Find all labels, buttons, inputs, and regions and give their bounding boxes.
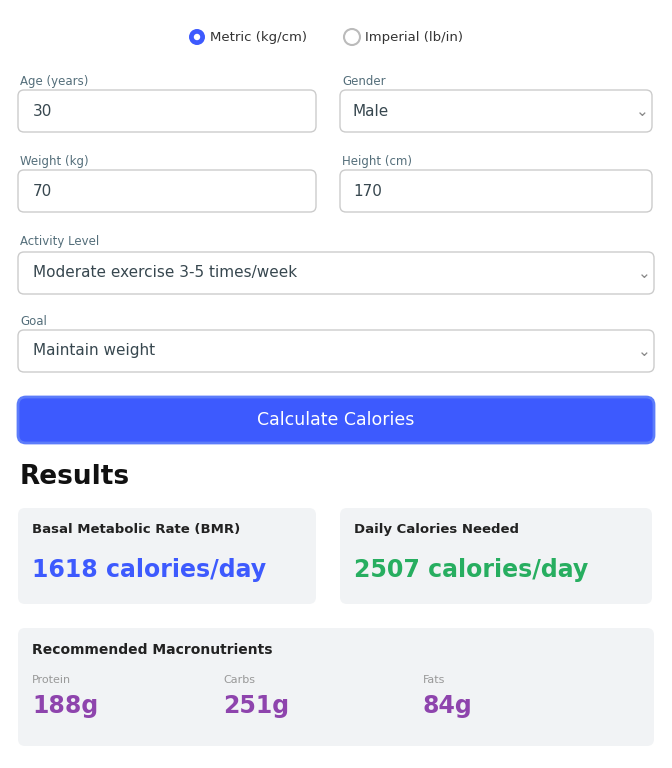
Text: Moderate exercise 3-5 times/week: Moderate exercise 3-5 times/week [33, 266, 297, 280]
FancyBboxPatch shape [340, 170, 652, 212]
FancyBboxPatch shape [340, 508, 652, 604]
Text: 70: 70 [33, 184, 52, 198]
Text: ⌄: ⌄ [638, 266, 650, 280]
Text: Male: Male [353, 104, 389, 118]
Circle shape [344, 29, 360, 45]
Text: Calculate Calories: Calculate Calories [257, 411, 415, 429]
FancyBboxPatch shape [18, 508, 316, 604]
Text: Age (years): Age (years) [20, 75, 89, 88]
Text: Results: Results [20, 464, 130, 490]
FancyBboxPatch shape [340, 90, 652, 132]
Text: Imperial (lb/in): Imperial (lb/in) [365, 31, 463, 44]
Text: ⌄: ⌄ [638, 343, 650, 359]
Text: 251g: 251g [223, 694, 289, 718]
Text: 170: 170 [353, 184, 382, 198]
FancyBboxPatch shape [18, 330, 654, 372]
FancyBboxPatch shape [18, 170, 316, 212]
FancyBboxPatch shape [18, 397, 654, 443]
Text: 1618 calories/day: 1618 calories/day [32, 558, 266, 582]
Text: 30: 30 [33, 104, 52, 118]
Text: 2507 calories/day: 2507 calories/day [354, 558, 588, 582]
Text: Activity Level: Activity Level [20, 235, 99, 248]
Text: 188g: 188g [32, 694, 98, 718]
Text: 84g: 84g [423, 694, 472, 718]
Text: Weight (kg): Weight (kg) [20, 155, 89, 168]
Text: Goal: Goal [20, 315, 47, 328]
Text: Metric (kg/cm): Metric (kg/cm) [210, 31, 307, 44]
Text: Recommended Macronutrients: Recommended Macronutrients [32, 643, 273, 657]
Text: Protein: Protein [32, 675, 71, 685]
Text: Carbs: Carbs [223, 675, 255, 685]
Circle shape [189, 29, 205, 45]
FancyBboxPatch shape [18, 252, 654, 294]
Text: Maintain weight: Maintain weight [33, 343, 155, 359]
Circle shape [194, 34, 200, 40]
Text: Daily Calories Needed: Daily Calories Needed [354, 524, 519, 537]
Text: Basal Metabolic Rate (BMR): Basal Metabolic Rate (BMR) [32, 524, 241, 537]
FancyBboxPatch shape [18, 90, 316, 132]
FancyBboxPatch shape [18, 628, 654, 746]
Text: ⌄: ⌄ [636, 104, 648, 118]
Text: Gender: Gender [342, 75, 386, 88]
Text: Height (cm): Height (cm) [342, 155, 412, 168]
Text: Fats: Fats [423, 675, 446, 685]
